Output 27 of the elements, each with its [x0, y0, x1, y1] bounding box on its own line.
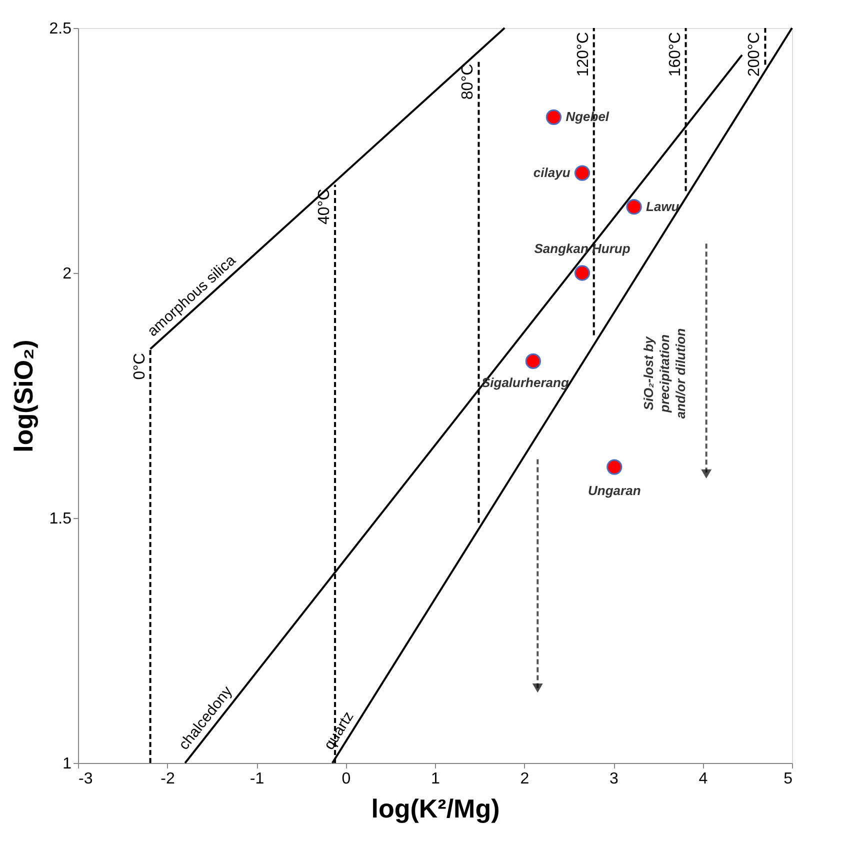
- text: 160°C: [666, 32, 684, 77]
- x-tick-label: 0: [342, 770, 351, 788]
- x-axis-title: log(K²/Mg): [371, 794, 500, 824]
- x-tick-label: -2: [160, 770, 175, 788]
- text: 0°C: [131, 352, 148, 380]
- x-tick-label: -1: [250, 770, 264, 788]
- annotation: Lawu: [646, 198, 680, 214]
- x-tick-label: 2: [520, 770, 530, 788]
- y-tick-label: 2.5: [49, 20, 72, 38]
- text: 40°C: [316, 188, 334, 225]
- x-tick-label: 3: [610, 770, 619, 788]
- y-tick-label: 1.5: [49, 510, 72, 528]
- annotation: Sangkan Hurup: [534, 241, 630, 256]
- y-axis-title: log(SiO₂): [8, 340, 38, 452]
- x-tick-label: -3: [78, 770, 93, 788]
- annotation: SiO₂-lost by precipitation and/or dilution: [641, 328, 688, 419]
- x-tick-label: 4: [698, 770, 708, 788]
- text: 200°C: [746, 32, 764, 77]
- annotation: Ungaran: [588, 483, 641, 498]
- text: 80°C: [460, 64, 477, 100]
- y-tick-label: 1: [62, 756, 72, 772]
- annotation: cilayu: [533, 165, 570, 180]
- text: 120°C: [574, 32, 592, 77]
- annotation: Ngebel: [566, 109, 610, 124]
- x-tick-label: 5: [784, 770, 793, 788]
- x-tick-label: 1: [431, 770, 440, 788]
- y-tick-label: 2: [62, 266, 72, 282]
